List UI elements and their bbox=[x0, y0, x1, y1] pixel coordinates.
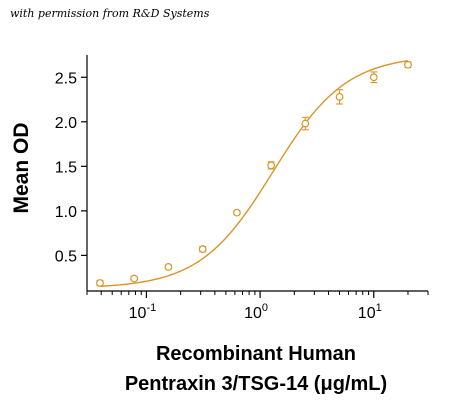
x-tick-label: 10-1 bbox=[129, 302, 157, 322]
data-point bbox=[198, 245, 207, 254]
x-axis-title-line2: Pentraxin 3/TSG-14 (μg/mL) bbox=[125, 373, 387, 395]
data-points-layer bbox=[96, 60, 412, 287]
data-point bbox=[232, 208, 241, 217]
y-tick-label: 2.5 bbox=[55, 70, 77, 87]
data-point bbox=[301, 119, 310, 128]
fit-curve-layer bbox=[99, 59, 409, 287]
data-point bbox=[164, 263, 173, 271]
y-tick-label: 0.5 bbox=[55, 248, 77, 265]
x-axis-title-line1: Recombinant Human bbox=[156, 343, 356, 365]
y-tick-label: 1.0 bbox=[55, 204, 77, 221]
data-point bbox=[335, 92, 344, 101]
image-credit: with permission from R&D Systems bbox=[10, 7, 210, 20]
data-point bbox=[267, 161, 276, 170]
x-tick-label: 100 bbox=[244, 302, 268, 322]
y-tick-label: 2.0 bbox=[55, 115, 77, 132]
y-axis-title: Mean OD bbox=[10, 122, 33, 213]
data-point bbox=[96, 279, 104, 287]
fit-curve bbox=[99, 59, 409, 287]
data-point bbox=[369, 73, 378, 82]
axes bbox=[86, 55, 428, 292]
tick-marks: 0.5 1.0 1.5 2.0 2.5 10-1 100 101 bbox=[55, 70, 429, 322]
y-tick-label: 1.5 bbox=[55, 159, 77, 176]
data-point bbox=[130, 274, 139, 283]
data-point bbox=[404, 60, 412, 69]
x-tick-label: 101 bbox=[358, 302, 382, 322]
